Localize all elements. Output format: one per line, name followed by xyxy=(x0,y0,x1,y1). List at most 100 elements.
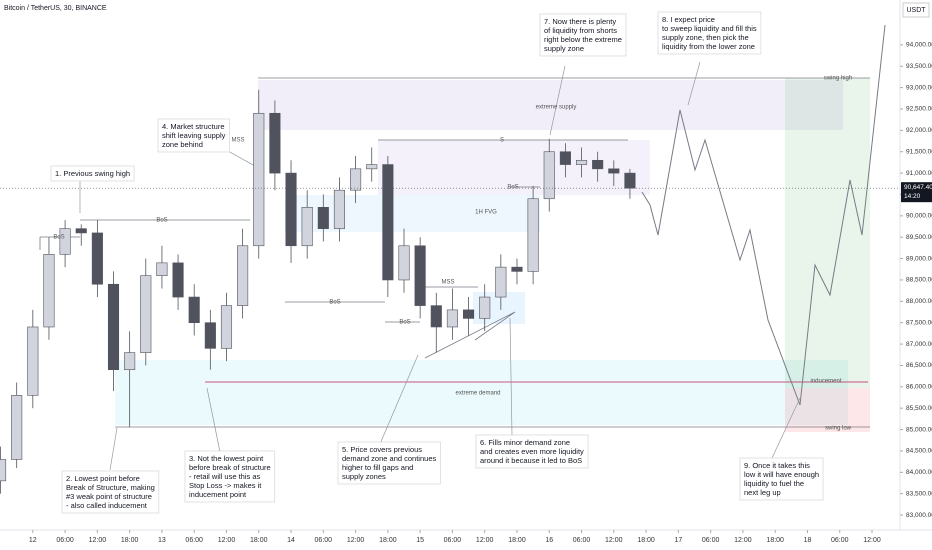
x-tick-label: 16 xyxy=(545,537,553,544)
y-tick-label: 85,500.00 xyxy=(906,405,932,412)
y-tick-label: 89,000.00 xyxy=(906,255,932,262)
candle-body xyxy=(430,305,442,328)
note-box xyxy=(337,441,441,485)
note-line: 1. Previous swing high xyxy=(55,169,130,178)
zone-label: swing high xyxy=(824,76,852,82)
note-line: supply zone, then pick the xyxy=(662,33,749,42)
note-line: 5. Price covers previous xyxy=(342,445,422,454)
note-text: 4. Market structure shift leaving supply z… xyxy=(162,122,226,149)
target-zone xyxy=(785,78,870,388)
candle-body xyxy=(140,275,152,353)
note-box xyxy=(184,450,276,503)
note-line: - also called inducement xyxy=(66,501,148,510)
currency[interactable]: USDT xyxy=(906,7,926,14)
note-line: before break of structure xyxy=(189,463,271,472)
x-tick-label: 18 xyxy=(804,537,812,544)
candle-body xyxy=(543,151,555,200)
candle-body xyxy=(559,151,571,165)
x-tick-label: 06:00 xyxy=(185,537,203,544)
note: 3. Not the lowest point before break of s… xyxy=(184,450,276,503)
candle-body xyxy=(333,189,345,229)
x-tick-label: 12 xyxy=(29,537,37,544)
note: 7. Now there is plenty of liquidity from … xyxy=(539,13,627,57)
extreme-demand-zone xyxy=(115,360,848,425)
zone-label: inducement xyxy=(810,379,841,385)
zone-label: BoS xyxy=(329,300,340,306)
candle-body xyxy=(91,232,103,285)
note-line: low it will have enough xyxy=(744,470,819,479)
x-tick-label: 12:00 xyxy=(89,537,107,544)
candle-body xyxy=(11,395,23,460)
note-line: 4. Market structure xyxy=(162,122,225,131)
candle-body xyxy=(269,112,281,174)
currency-box[interactable] xyxy=(902,2,930,18)
candle-body xyxy=(188,296,200,324)
candle-body xyxy=(124,352,136,371)
x-tick-label: 06:00 xyxy=(831,537,849,544)
note-line: inducement point xyxy=(189,490,247,499)
zone-label: swing low xyxy=(825,426,852,432)
extreme-supply-zone xyxy=(258,80,843,130)
y-tick-label: 83,000.00 xyxy=(906,512,932,519)
candle-body xyxy=(398,245,410,281)
last-price-box xyxy=(901,182,932,203)
y-tick-label: 91,000.00 xyxy=(906,170,932,177)
candle-body xyxy=(511,266,523,272)
note-text: 7. Now there is plenty of liquidity from … xyxy=(544,17,622,53)
zone-label: BoS xyxy=(156,218,167,224)
candle-body xyxy=(75,228,87,234)
candle-body xyxy=(446,309,458,328)
note-text: 2. Lowest point before Break of Structure… xyxy=(66,474,155,510)
note-line: #3 weak point of structure xyxy=(66,492,152,501)
note-line: 2. Lowest point before xyxy=(66,474,140,483)
note-box xyxy=(739,457,824,501)
note: 8. I expect price to sweep liquidity and … xyxy=(657,11,762,55)
note-line: shift leaving supply xyxy=(162,131,226,140)
candle-body xyxy=(156,262,168,276)
candle-body xyxy=(220,305,233,349)
candle-body xyxy=(527,198,539,272)
candle-body xyxy=(172,262,184,298)
candle-body xyxy=(575,159,588,165)
note-line: 9. Once it takes this xyxy=(744,461,810,470)
note-box xyxy=(50,165,135,182)
note-line: Stop Loss -> makes it xyxy=(189,481,262,490)
note-line: around it because it led to BoS xyxy=(480,456,582,465)
note-line: liquidity to fuel the xyxy=(744,479,804,488)
x-tick-label: 06:00 xyxy=(702,537,720,544)
x-tick-label: 14 xyxy=(287,537,295,544)
note-box xyxy=(657,11,762,55)
candle-body xyxy=(59,228,71,255)
candle-body xyxy=(624,172,636,189)
x-tick-label: 06:00 xyxy=(56,537,74,544)
x-tick-label: 18:00 xyxy=(508,537,526,544)
y-tick-label: 94,000.00 xyxy=(906,42,932,49)
note-line: supply zones xyxy=(342,472,386,481)
y-tick-label: 87,500.00 xyxy=(906,319,932,326)
drawings xyxy=(39,24,886,471)
note: 1. Previous swing high xyxy=(50,165,135,182)
note: 9. Once it takes this low it will have en… xyxy=(739,457,824,501)
y-tick-label: 92,000.00 xyxy=(906,127,932,134)
last-price: 90,647.40 xyxy=(904,184,932,191)
zone-label: MSS xyxy=(231,138,244,144)
candle-body xyxy=(350,168,362,191)
y-tick-label: 88,500.00 xyxy=(906,277,932,284)
zone-label: S xyxy=(500,138,504,144)
note-line: liquidity from the lower zone xyxy=(662,42,755,51)
x-tick-label: 12:00 xyxy=(347,537,365,544)
note-line: - retail will use this as xyxy=(189,472,261,481)
note: 2. Lowest point before Break of Structure… xyxy=(61,470,160,514)
zone-label: MSS xyxy=(441,280,454,286)
note-box xyxy=(61,470,160,514)
y-tick-label: 86,000.00 xyxy=(906,384,932,391)
x-tick-label: 12:00 xyxy=(734,537,752,544)
y-tick-label: 85,000.00 xyxy=(906,426,932,433)
candle-body xyxy=(204,322,216,349)
x-tick-label: 06:00 xyxy=(315,537,333,544)
stop-zone xyxy=(785,388,870,432)
y-tick-label: 90,000.00 xyxy=(906,213,932,220)
candle-body xyxy=(285,172,297,247)
note-box xyxy=(157,118,230,153)
